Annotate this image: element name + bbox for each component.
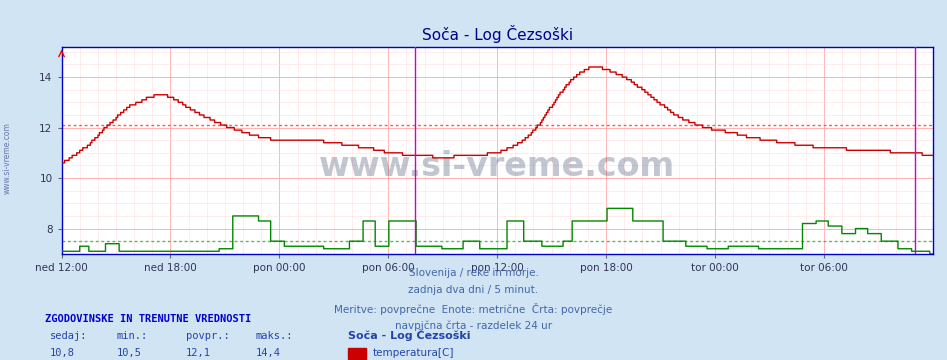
Text: 10,5: 10,5: [116, 348, 141, 358]
Text: www.si-vreme.com: www.si-vreme.com: [3, 122, 12, 194]
Text: min.:: min.:: [116, 332, 148, 342]
Text: temperatura[C]: temperatura[C]: [373, 348, 455, 358]
Text: www.si-vreme.com: www.si-vreme.com: [319, 150, 675, 183]
Text: 14,4: 14,4: [256, 348, 280, 358]
Text: 10,8: 10,8: [50, 348, 75, 358]
Text: Meritve: povprečne  Enote: metrične  Črta: povprečje: Meritve: povprečne Enote: metrične Črta:…: [334, 303, 613, 315]
Text: povpr.:: povpr.:: [186, 332, 229, 342]
Text: maks.:: maks.:: [256, 332, 294, 342]
Text: zadnja dva dni / 5 minut.: zadnja dva dni / 5 minut.: [408, 285, 539, 296]
Text: navpična črta - razdelek 24 ur: navpična črta - razdelek 24 ur: [395, 320, 552, 330]
Text: ZGODOVINSKE IN TRENUTNE VREDNOSTI: ZGODOVINSKE IN TRENUTNE VREDNOSTI: [45, 314, 252, 324]
Text: Soča - Log Čezsоški: Soča - Log Čezsоški: [348, 329, 471, 342]
Text: Slovenija / reke in morje.: Slovenija / reke in morje.: [408, 268, 539, 278]
Title: Soča - Log Čezsoški: Soča - Log Čezsoški: [421, 25, 573, 43]
Text: 12,1: 12,1: [186, 348, 210, 358]
Text: sedaj:: sedaj:: [50, 332, 88, 342]
